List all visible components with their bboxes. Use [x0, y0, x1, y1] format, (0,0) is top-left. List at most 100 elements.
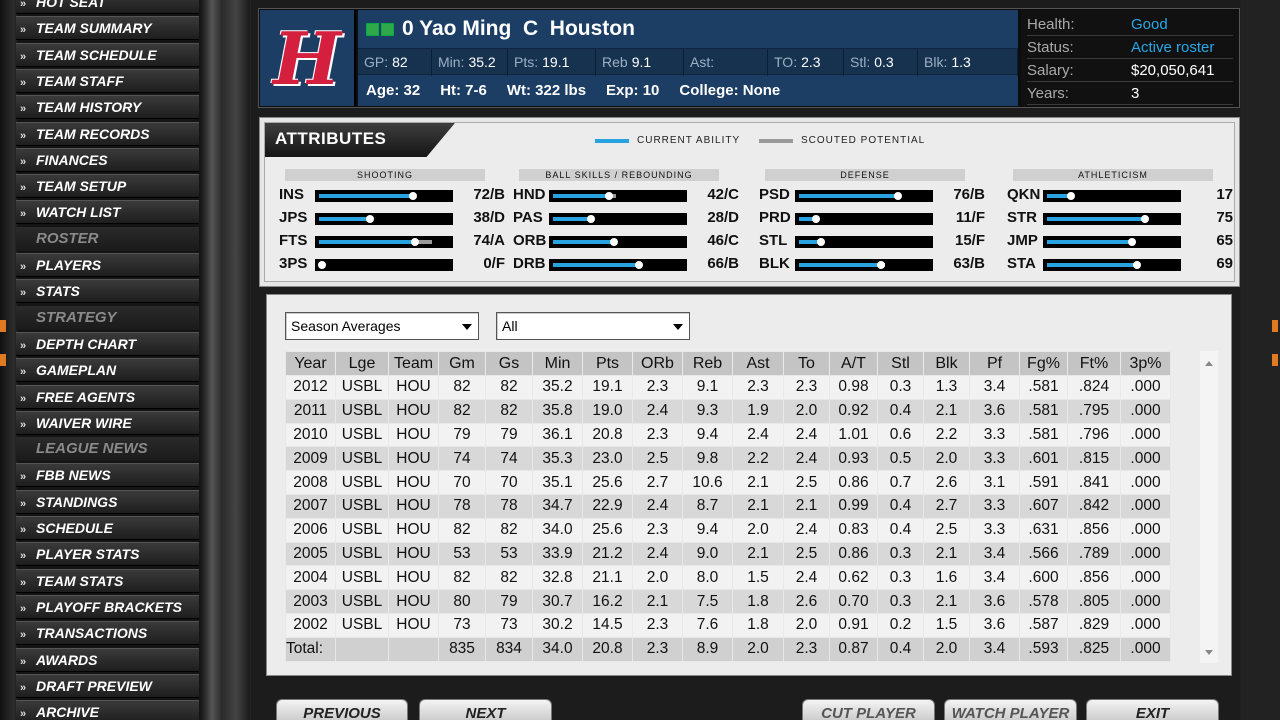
sidebar-item-team-stats[interactable]: » TEAM STATS [16, 569, 199, 593]
chevron-right-icon: » [20, 682, 27, 694]
sidebar-item-stats[interactable]: » STATS [16, 279, 199, 303]
sidebar-item-players[interactable]: » PLAYERS [16, 253, 199, 277]
table-cell: .578 [1019, 589, 1068, 614]
column-header[interactable]: Gs [485, 351, 533, 376]
table-cell: 0.86 [829, 470, 878, 495]
table-row[interactable]: 2007 USBL HOU 78 78 34.7 22.9 2.4 8.7 2.1 2.1 0.99 0… [285, 493, 1171, 519]
sidebar-item-team-schedule[interactable]: » TEAM SCHEDULE [16, 43, 199, 67]
sidebar-item-label: STATS [36, 283, 80, 299]
cut-player-button[interactable]: CUT PLAYER [802, 699, 935, 720]
column-header[interactable]: Blk [923, 351, 970, 376]
table-cell: 2007 [285, 493, 336, 519]
column-header[interactable]: Year [285, 351, 336, 376]
table-cell: 25.6 [582, 470, 633, 495]
scroll-up-icon[interactable] [1205, 361, 1213, 366]
next-button[interactable]: NEXT [419, 699, 552, 720]
previous-button[interactable]: PREVIOUS [276, 699, 408, 720]
chevron-right-icon: » [20, 24, 27, 36]
sidebar-item-team-records[interactable]: » TEAM RECORDS [16, 122, 199, 146]
table-row[interactable]: 2004 USBL HOU 82 82 32.8 21.1 2.0 8.0 1.5 2.4 0.62 0… [285, 565, 1171, 591]
attr-group-title: SHOOTING [285, 169, 485, 181]
table-scrollbar[interactable] [1200, 351, 1218, 663]
sidebar-item-awards[interactable]: » AWARDS [16, 648, 199, 672]
sidebar-item-hot-seat[interactable]: » HOT SEAT [16, 0, 199, 14]
table-total-row: Total: 835 834 34.0 20.8 2.3 8.9 2.0 2.3 0.87 0.4 2… [285, 636, 1171, 662]
column-header[interactable]: Lge [335, 351, 389, 376]
column-header[interactable]: Pts [582, 351, 633, 376]
stat-type-dropdown[interactable]: Season Averages [285, 312, 479, 340]
column-header[interactable]: 3p% [1120, 351, 1171, 376]
column-header[interactable]: Pf [969, 351, 1020, 376]
stat-value: 0.3 [874, 54, 894, 70]
sidebar-item-team-setup[interactable]: » TEAM SETUP [16, 174, 199, 198]
column-header[interactable]: To [783, 351, 830, 376]
table-cell [335, 636, 389, 662]
table-cell: 30.2 [532, 612, 583, 638]
sidebar-item-draft-preview[interactable]: » DRAFT PREVIEW [16, 674, 199, 698]
attr-current-fill [553, 263, 637, 267]
stat-to: TO: 2.3 [768, 49, 844, 76]
table-row[interactable]: 2011 USBL HOU 82 82 35.8 19.0 2.4 9.3 1.9 2.0 0.92 0… [285, 398, 1171, 424]
column-header[interactable]: Min [532, 351, 583, 376]
column-header[interactable]: ORb [632, 351, 683, 376]
sidebar-item-team-summary[interactable]: » TEAM SUMMARY [16, 16, 199, 40]
sidebar-item-free-agents[interactable]: » FREE AGENTS [16, 385, 199, 409]
table-cell: 0.5 [877, 446, 924, 472]
table-cell: HOU [388, 375, 439, 400]
column-header[interactable]: Ast [732, 351, 784, 376]
split-dropdown[interactable]: All [496, 312, 690, 340]
sidebar-item-schedule[interactable]: » SCHEDULE [16, 516, 199, 540]
player-age: Age: 32 [366, 82, 421, 99]
watch-player-button[interactable]: WATCH PLAYER [944, 699, 1077, 720]
sidebar-item-team-staff[interactable]: » TEAM STAFF [16, 69, 199, 93]
column-header[interactable]: Stl [877, 351, 924, 376]
attributes-tab [265, 123, 455, 157]
column-header[interactable]: Gm [438, 351, 486, 376]
attr-marker [609, 238, 618, 246]
table-row[interactable]: 2008 USBL HOU 70 70 35.1 25.6 2.7 10.6 2.1 2.5 0.86… [285, 470, 1171, 495]
sidebar-item-archive[interactable]: » ARCHIVE [16, 700, 199, 720]
contract-label: Years: [1027, 85, 1069, 102]
column-header[interactable]: Ft% [1067, 351, 1121, 376]
sidebar-item-team-history[interactable]: » TEAM HISTORY [16, 95, 199, 119]
sidebar-item-playoff-brackets[interactable]: » PLAYOFF BRACKETS [16, 595, 199, 619]
sidebar-item-depth-chart[interactable]: » DEPTH CHART [16, 332, 199, 356]
column-header[interactable]: Team [388, 351, 439, 376]
sidebar-item-transactions[interactable]: » TRANSACTIONS [16, 621, 199, 645]
chevron-right-icon: » [20, 603, 27, 615]
table-cell: 20.8 [582, 422, 633, 448]
sidebar-item-fbb-news[interactable]: » FBB NEWS [16, 463, 199, 487]
column-header[interactable]: A/T [829, 351, 878, 376]
attr-current-fill [319, 217, 367, 221]
stat-stl: Stl: 0.3 [844, 49, 918, 76]
chevron-right-icon: » [20, 261, 27, 273]
column-header[interactable]: Fg% [1019, 351, 1068, 376]
table-cell: 3.1 [969, 470, 1020, 495]
table-row[interactable]: 2010 USBL HOU 79 79 36.1 20.8 2.3 9.4 2.4 2.4 1.01 0… [285, 422, 1171, 448]
attr-abbr: PSD [759, 186, 790, 203]
exit-button[interactable]: EXIT [1086, 699, 1219, 720]
table-row[interactable]: 2005 USBL HOU 53 53 33.9 21.2 2.4 9.0 2.1 2.5 0.86 0… [285, 541, 1171, 567]
sidebar-item-standings[interactable]: » STANDINGS [16, 490, 199, 514]
attr-row-sta: STA 69 [1007, 255, 1247, 275]
table-row[interactable]: 2012 USBL HOU 82 82 35.2 19.1 2.3 9.1 2.3 2.3 0.98 0… [285, 375, 1171, 400]
table-row[interactable]: 2009 USBL HOU 74 74 35.3 23.0 2.5 9.8 2.2 2.4 0.93 0… [285, 446, 1171, 472]
table-cell: 1.01 [829, 422, 878, 448]
sidebar-item-waiver-wire[interactable]: » WAIVER WIRE [16, 411, 199, 435]
table-cell: HOU [388, 398, 439, 424]
table-cell: USBL [335, 541, 389, 567]
table-row[interactable]: 2003 USBL HOU 80 79 30.7 16.2 2.1 7.5 1.8 2.6 0.70 0… [285, 589, 1171, 614]
column-header[interactable]: Reb [682, 351, 733, 376]
sidebar-item-gameplan[interactable]: » GAMEPLAN [16, 358, 199, 382]
table-row[interactable]: 2006 USBL HOU 82 82 34.0 25.6 2.3 9.4 2.0 2.4 0.83 0… [285, 517, 1171, 543]
chevron-right-icon: » [20, 208, 27, 220]
player-name-row: 0 Yao Ming C Houston [366, 14, 635, 44]
sidebar-item-watch-list[interactable]: » WATCH LIST [16, 200, 199, 224]
chevron-right-icon: » [20, 498, 27, 510]
sidebar-item-player-stats[interactable]: » PLAYER STATS [16, 542, 199, 566]
table-row[interactable]: 2002 USBL HOU 73 73 30.2 14.5 2.3 7.6 1.8 2.0 0.91 0… [285, 612, 1171, 638]
table-cell: 73 [485, 612, 533, 638]
attr-value: 66/B [707, 255, 739, 272]
scroll-down-icon[interactable] [1205, 650, 1213, 655]
sidebar-item-finances[interactable]: » FINANCES [16, 148, 199, 172]
